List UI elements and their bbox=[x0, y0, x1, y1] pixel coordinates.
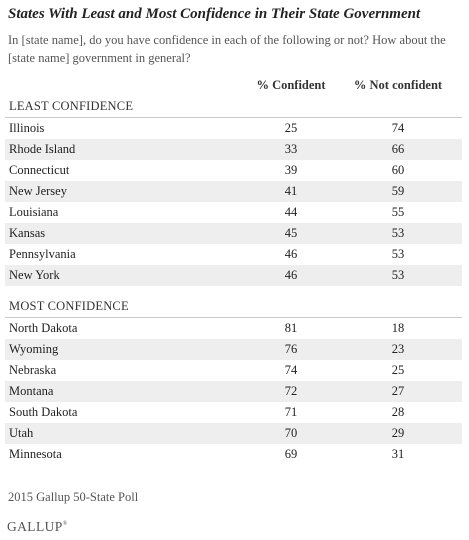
table-row: Kansas 45 53 bbox=[5, 223, 462, 244]
not-confident-cell: 53 bbox=[391, 268, 405, 282]
not-confident-cell: 55 bbox=[391, 205, 405, 219]
table-row: New York 46 53 bbox=[5, 265, 462, 286]
not-confident-cell: 23 bbox=[391, 342, 405, 356]
state-cell: Kansas bbox=[9, 226, 46, 240]
table-row: New Jersey 41 59 bbox=[5, 181, 462, 202]
data-table: % Confident % Not confident LEAST CONFID… bbox=[5, 74, 462, 465]
state-cell: Wyoming bbox=[9, 342, 59, 356]
state-cell: North Dakota bbox=[9, 321, 78, 335]
section-spacer bbox=[5, 286, 462, 296]
not-confident-cell: 53 bbox=[391, 247, 405, 261]
table-row: Minnesota 69 31 bbox=[5, 444, 462, 465]
logo-registered-mark: ® bbox=[62, 521, 68, 527]
state-cell: Rhode Island bbox=[9, 142, 76, 156]
confident-cell: 72 bbox=[284, 384, 298, 398]
table-row: Montana 72 27 bbox=[5, 381, 462, 402]
section-header: MOST CONFIDENCE bbox=[5, 296, 462, 318]
state-cell: Nebraska bbox=[9, 363, 57, 377]
gallup-logo: GALLUP® bbox=[7, 519, 68, 535]
confident-cell: 41 bbox=[284, 184, 298, 198]
not-confident-cell: 59 bbox=[391, 184, 405, 198]
state-cell: New Jersey bbox=[9, 184, 67, 198]
section-label: LEAST CONFIDENCE bbox=[9, 99, 134, 113]
not-confident-cell: 74 bbox=[391, 121, 405, 135]
state-cell: Illinois bbox=[9, 121, 45, 135]
header-confident: % Confident bbox=[256, 77, 326, 92]
confident-cell: 25 bbox=[284, 121, 298, 135]
not-confident-cell: 28 bbox=[391, 405, 405, 419]
confident-cell: 69 bbox=[284, 447, 298, 461]
header-not-confident: % Not confident bbox=[353, 77, 443, 92]
not-confident-cell: 66 bbox=[391, 142, 405, 156]
not-confident-cell: 27 bbox=[391, 384, 405, 398]
state-cell: Minnesota bbox=[9, 447, 62, 461]
state-cell: Utah bbox=[9, 426, 34, 440]
confident-cell: 70 bbox=[284, 426, 298, 440]
table-row: Illinois 25 74 bbox=[5, 118, 462, 139]
confident-cell: 76 bbox=[284, 342, 298, 356]
state-cell: South Dakota bbox=[9, 405, 78, 419]
source-footnote: 2015 Gallup 50-State Poll bbox=[8, 490, 139, 504]
not-confident-cell: 31 bbox=[391, 447, 405, 461]
state-cell: Connecticut bbox=[9, 163, 70, 177]
state-cell: Louisiana bbox=[9, 205, 59, 219]
table-row: Nebraska 74 25 bbox=[5, 360, 462, 381]
state-cell: New York bbox=[9, 268, 60, 282]
table-row: North Dakota 81 18 bbox=[5, 318, 462, 339]
not-confident-cell: 53 bbox=[391, 226, 405, 240]
table-row: Pennsylvania 46 53 bbox=[5, 244, 462, 265]
table-row: Utah 70 29 bbox=[5, 423, 462, 444]
not-confident-cell: 29 bbox=[391, 426, 405, 440]
not-confident-cell: 60 bbox=[391, 163, 405, 177]
confident-cell: 39 bbox=[284, 163, 298, 177]
table-header-row: % Confident % Not confident bbox=[5, 74, 462, 96]
confident-cell: 33 bbox=[284, 142, 298, 156]
not-confident-cell: 25 bbox=[391, 363, 405, 377]
confident-cell: 81 bbox=[284, 321, 298, 335]
confident-cell: 71 bbox=[284, 405, 298, 419]
not-confident-cell: 18 bbox=[391, 321, 405, 335]
chart-subtitle: In [state name], do you have confidence … bbox=[8, 33, 446, 65]
table-row: Connecticut 39 60 bbox=[5, 160, 462, 181]
section-header: LEAST CONFIDENCE bbox=[5, 96, 462, 118]
table-row: Louisiana 44 55 bbox=[5, 202, 462, 223]
confident-cell: 44 bbox=[284, 205, 298, 219]
confident-cell: 45 bbox=[284, 226, 298, 240]
state-cell: Montana bbox=[9, 384, 54, 398]
logo-text: GALLUP bbox=[7, 519, 63, 534]
table-body: LEAST CONFIDENCE Illinois 25 74 Rhode Island… bbox=[5, 96, 462, 465]
table-row: South Dakota 71 28 bbox=[5, 402, 462, 423]
confident-cell: 46 bbox=[284, 268, 298, 282]
confident-cell: 74 bbox=[284, 363, 298, 377]
chart-title: States With Least and Most Confidence in… bbox=[8, 6, 421, 22]
table-row: Wyoming 76 23 bbox=[5, 339, 462, 360]
confident-cell: 46 bbox=[284, 247, 298, 261]
state-cell: Pennsylvania bbox=[9, 247, 76, 261]
table-row: Rhode Island 33 66 bbox=[5, 139, 462, 160]
section-label: MOST CONFIDENCE bbox=[9, 299, 129, 313]
